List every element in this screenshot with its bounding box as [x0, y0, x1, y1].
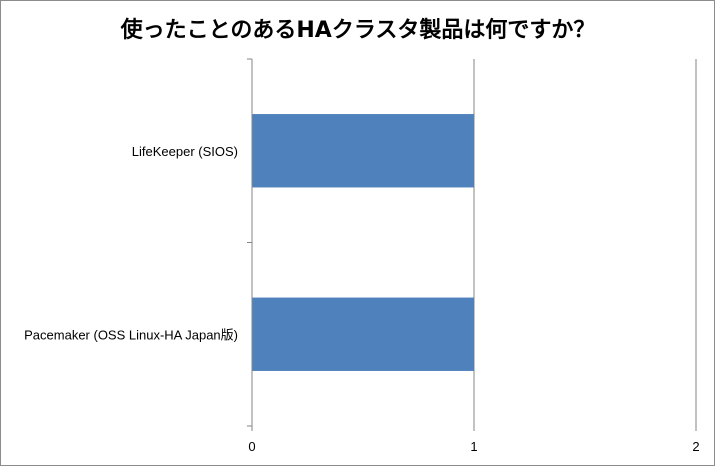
category-label-0: LifeKeeper (SIOS) [132, 144, 238, 159]
chart-title: 使ったことのあるHAクラスタ製品は何ですか？ [120, 17, 596, 43]
x-tick-label-0: 0 [248, 439, 255, 454]
bars [252, 114, 474, 371]
category-axis: LifeKeeper (SIOS) Pacemaker (OSS Linux-HA… [24, 58, 253, 427]
bar-0 [252, 114, 474, 188]
x-tick-label-2: 2 [692, 439, 699, 454]
value-axis: 0 1 2 [248, 426, 700, 454]
category-label-1: Pacemaker (OSS Linux-HA Japan版) [24, 327, 238, 342]
x-tick-label-1: 1 [470, 439, 477, 454]
bar-1 [252, 297, 474, 371]
